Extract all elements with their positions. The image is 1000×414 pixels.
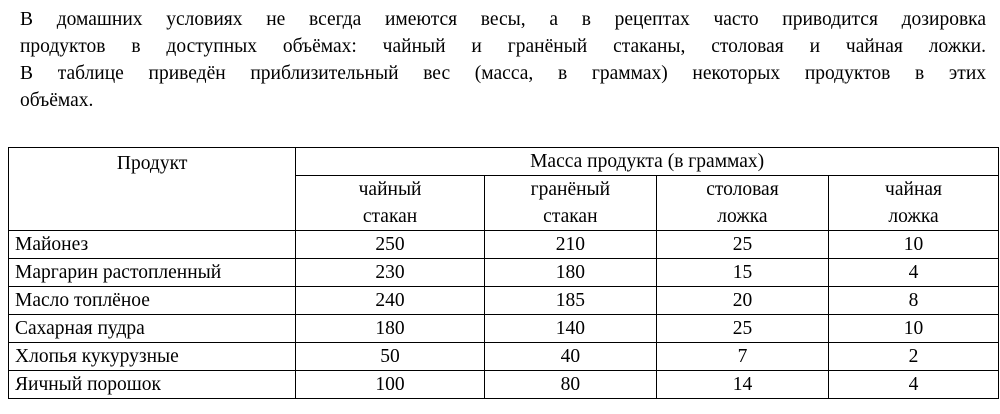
mass-value: 140 [483,314,657,343]
product-name: Хлопья кукурузные [7,342,297,371]
mass-value: 180 [483,258,657,287]
mass-value: 180 [295,314,485,343]
product-name: Сахарная пудра [7,314,297,343]
column-header: столовая ложка [655,175,830,231]
mass-value: 25 [655,230,830,259]
table-row: Майонез 250 210 25 10 [7,230,999,259]
paragraph-line: В домашних условиях не всегда имеются ве… [20,9,986,30]
table-row: Сахарная пудра 180 140 25 10 [7,314,999,343]
product-name: Маргарин растопленный [7,258,297,287]
mass-value: 210 [483,230,657,259]
column-header: чайный стакан [295,175,485,231]
product-name: Майонез [7,230,297,259]
column-header-line: чайная [885,179,943,200]
table-row: Хлопья кукурузные 50 40 7 2 [7,342,999,371]
column-header: чайная ложка [828,175,999,231]
product-header: Продукт [7,147,297,231]
column-header-line: гранёный [530,179,611,200]
paragraph-line: объёмах. [20,90,94,111]
mass-value: 4 [828,370,999,399]
mass-value: 185 [483,286,657,315]
mass-value: 4 [828,258,999,287]
mass-value: 250 [295,230,485,259]
mass-value: 10 [828,230,999,259]
column-header-line: ложка [717,206,768,227]
mass-value: 8 [828,286,999,315]
product-name: Масло топлёное [7,286,297,315]
paragraph-line: В таблице приведён приблизительный вес (… [20,63,986,84]
table-row: Маргарин растопленный 230 180 15 4 [7,258,999,287]
mass-value: 15 [655,258,830,287]
table-row: Яичный порошок 100 80 14 4 [7,370,999,399]
mass-value: 80 [483,370,657,399]
column-header: гранёный стакан [483,175,657,231]
mass-value: 25 [655,314,830,343]
mass-value: 240 [295,286,485,315]
column-header-line: чайный [358,179,422,200]
intro-paragraph: В домашних условиях не всегда имеются ве… [20,6,986,114]
column-header-line: столовая [706,179,779,200]
mass-group-header: Масса продукта (в граммах) [295,147,999,176]
mass-value: 2 [828,342,999,371]
mass-value: 100 [295,370,485,399]
mass-value: 7 [655,342,830,371]
column-header-line: ложка [888,206,939,227]
paragraph-line: продуктов в доступных объёмах: чайный и … [20,36,986,57]
mass-value: 40 [483,342,657,371]
mass-value: 20 [655,286,830,315]
table-row: Масло топлёное 240 185 20 8 [7,286,999,315]
mass-value: 230 [295,258,485,287]
mass-value: 10 [828,314,999,343]
mass-value: 50 [295,342,485,371]
column-header-line: стакан [362,206,418,227]
column-header-line: стакан [543,206,598,227]
product-name: Яичный порошок [7,370,297,399]
mass-value: 14 [655,370,830,399]
product-mass-table: Продукт Масса продукта (в граммах) чайны… [7,147,999,399]
